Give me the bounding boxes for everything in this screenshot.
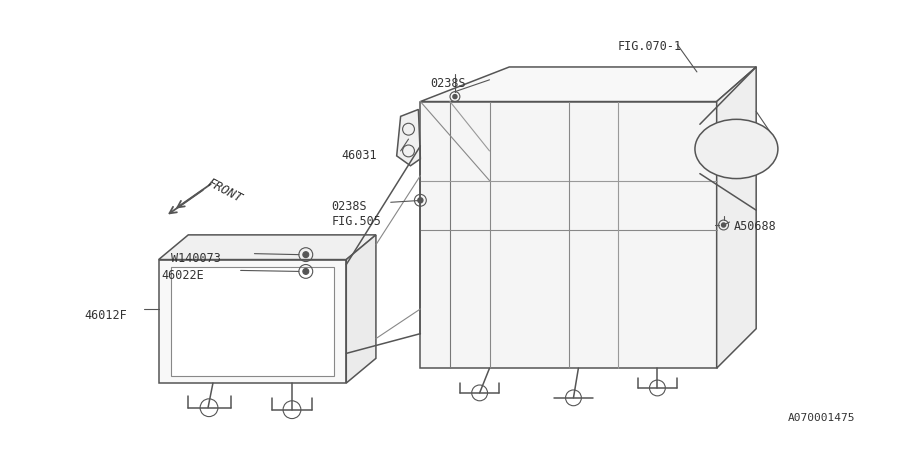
Polygon shape (716, 67, 756, 368)
Circle shape (418, 198, 423, 203)
Polygon shape (420, 67, 756, 102)
Text: A070001475: A070001475 (788, 413, 855, 423)
Text: FRONT: FRONT (205, 176, 245, 205)
Text: A50688: A50688 (734, 220, 776, 233)
Polygon shape (172, 267, 335, 376)
Circle shape (453, 94, 457, 99)
Polygon shape (397, 109, 420, 166)
Ellipse shape (695, 119, 778, 179)
Polygon shape (346, 235, 376, 383)
Text: 46031: 46031 (341, 149, 377, 162)
Text: FIG.505: FIG.505 (331, 215, 382, 228)
Polygon shape (158, 235, 376, 260)
Circle shape (722, 223, 725, 227)
Polygon shape (420, 102, 716, 368)
Text: 46022E: 46022E (162, 270, 204, 283)
Text: FIG.070-1: FIG.070-1 (618, 40, 682, 53)
Circle shape (302, 269, 309, 274)
Text: 0238S: 0238S (331, 200, 367, 213)
Polygon shape (158, 260, 346, 383)
Circle shape (302, 252, 309, 257)
Text: 46012F: 46012F (85, 309, 127, 322)
Text: 0238S: 0238S (430, 77, 466, 90)
Text: W140073: W140073 (172, 252, 221, 265)
